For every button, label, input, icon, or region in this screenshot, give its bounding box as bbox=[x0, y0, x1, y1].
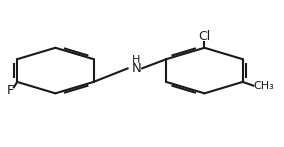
Text: Cl: Cl bbox=[198, 30, 211, 43]
Text: N: N bbox=[131, 62, 141, 75]
Text: CH₃: CH₃ bbox=[254, 81, 275, 91]
Text: H: H bbox=[132, 55, 141, 65]
Text: F: F bbox=[7, 83, 14, 97]
